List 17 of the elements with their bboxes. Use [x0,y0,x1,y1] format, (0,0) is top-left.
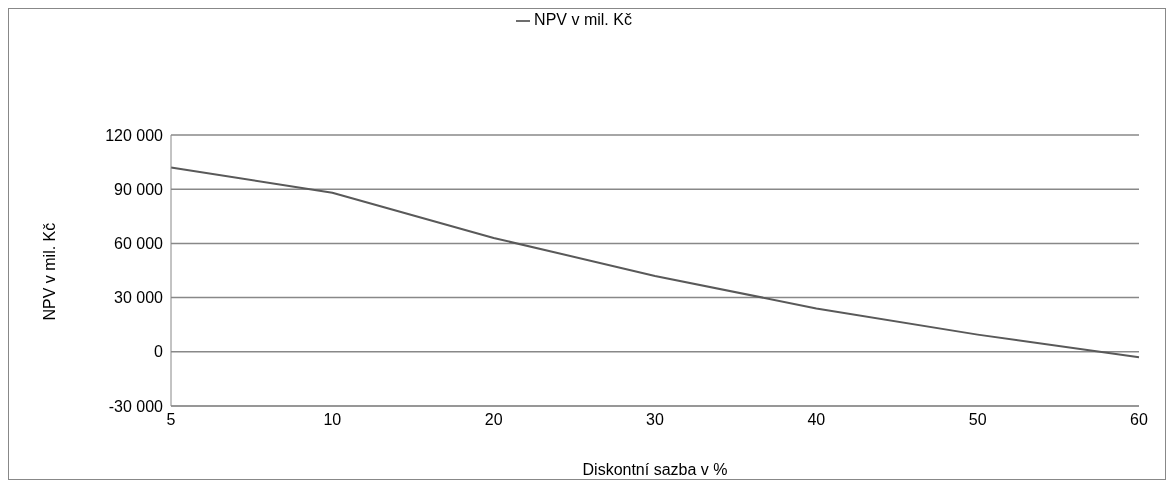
x-tick-label: 10 [323,411,342,429]
x-tick-label: 60 [1130,411,1148,429]
x-tick-label: 5 [166,411,176,429]
line-series [170,166,1140,359]
x-tick-label: 40 [807,411,826,429]
x-tick-label: 20 [484,411,503,429]
x-tick-label: 50 [968,411,987,429]
y-tick-label: 0 [154,343,164,361]
y-tick-label: 90 000 [114,180,164,198]
y-axis-title: NPV v mil. Kč [40,222,58,321]
legend-label: NPV v mil. Kč [534,11,632,28]
x-tick-label: 30 [646,411,664,429]
y-tick-label: 60 000 [114,235,164,253]
y-tick-label: 120 000 [105,126,164,144]
y-tick-label: -30 000 [108,397,164,415]
y-tick-label: 30 000 [114,289,164,307]
x-axis-title: Diskontní sazba v % [582,461,728,478]
